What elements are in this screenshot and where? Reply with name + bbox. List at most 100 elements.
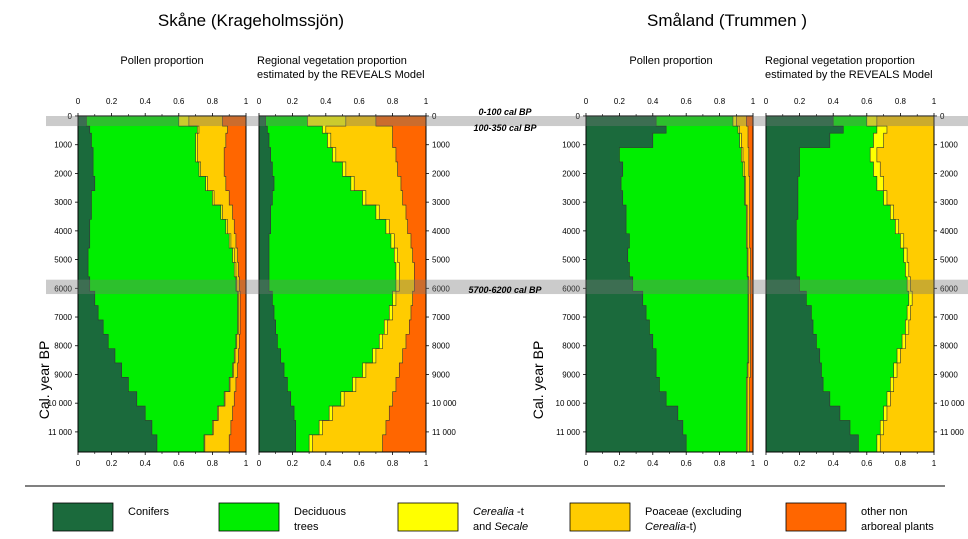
ytick-skane-label: 8000 bbox=[432, 342, 450, 351]
bar-cerealia-t-and-secale-p3-4100 bbox=[746, 233, 748, 249]
bar-poaceae-excluding-cerealia-t--p4-10600 bbox=[883, 420, 934, 435]
bar-cerealia-t-and-secale-p4-5600 bbox=[907, 276, 911, 292]
bar-other-non-arboreal-plants-p1-4100 bbox=[235, 233, 246, 249]
bar-poaceae-excluding-cerealia-t--p3-0 bbox=[736, 116, 747, 127]
panel-3: 000.20.20.40.40.60.60.80.811010002000300… bbox=[556, 97, 756, 468]
panel-1: 000.20.20.40.40.60.60.80.811010002000300… bbox=[48, 97, 249, 468]
bar-other-non-arboreal-plants-p3-3600 bbox=[749, 219, 753, 234]
bar-other-non-arboreal-plants-p2-9600 bbox=[392, 391, 426, 407]
bar-deciduous-trees-p2-5100 bbox=[269, 262, 396, 277]
bar-deciduous-trees-p3-7100 bbox=[649, 319, 748, 335]
bar-cerealia-t-and-secale-p1-10100 bbox=[217, 406, 219, 421]
bar-poaceae-excluding-cerealia-t--p3-3100 bbox=[747, 205, 750, 220]
boundary-line-p1-4 bbox=[222, 116, 241, 452]
bar-conifers-p3-10100 bbox=[586, 406, 678, 421]
bar-other-non-arboreal-plants-p2-11100 bbox=[382, 434, 426, 452]
bar-other-non-arboreal-plants-p2-2600 bbox=[402, 190, 426, 206]
bar-conifers-p1-5600 bbox=[78, 276, 90, 292]
bar-cerealia-t-and-secale-p4-2100 bbox=[876, 176, 884, 191]
bar-cerealia-t-and-secale-p4-6100 bbox=[908, 291, 913, 306]
bar-conifers-p2-5100 bbox=[259, 262, 270, 277]
xtick-label-top: 1 bbox=[244, 97, 249, 106]
bar-other-non-arboreal-plants-p1-7100 bbox=[240, 319, 246, 335]
boundary-line-p4-2 bbox=[866, 116, 910, 452]
bar-cerealia-t-and-secale-p1-7100 bbox=[237, 319, 239, 335]
bar-poaceae-excluding-cerealia-t--p4-350 bbox=[886, 126, 934, 134]
legend-label-deciduous-line2: trees bbox=[294, 521, 319, 533]
bar-poaceae-excluding-cerealia-t--p1-6100 bbox=[238, 291, 241, 306]
xtick-label-top: 1 bbox=[932, 97, 937, 106]
bar-deciduous-trees-p2-11100 bbox=[295, 434, 310, 452]
bar-conifers-p3-9600 bbox=[586, 391, 667, 407]
bar-deciduous-trees-p1-8600 bbox=[121, 362, 233, 378]
bar-poaceae-excluding-cerealia-t--p1-9100 bbox=[230, 377, 236, 392]
bar-conifers-p3-7600 bbox=[586, 334, 653, 349]
ytick-smaland-label: 5000 bbox=[940, 256, 958, 265]
xtick-label-top: 0.8 bbox=[714, 97, 726, 106]
bar-deciduous-trees-p2-600 bbox=[269, 133, 328, 148]
bar-conifers-p1-2100 bbox=[78, 176, 95, 191]
bar-poaceae-excluding-cerealia-t--p2-2100 bbox=[354, 176, 401, 191]
ytick-smaland-label: 2000 bbox=[940, 169, 958, 178]
bar-other-non-arboreal-plants-p1-8100 bbox=[238, 348, 246, 363]
bar-deciduous-trees-p2-2100 bbox=[274, 176, 351, 191]
bar-other-non-arboreal-plants-p1-600 bbox=[225, 133, 246, 148]
y-axis-label-right: Cal. year BP bbox=[530, 341, 546, 420]
bar-deciduous-trees-p3-7600 bbox=[652, 334, 748, 349]
bar-conifers-p4-600 bbox=[766, 133, 830, 148]
ytick-skane-label: 9000 bbox=[432, 370, 450, 379]
bar-poaceae-excluding-cerealia-t--p1-2600 bbox=[214, 190, 230, 206]
bar-poaceae-excluding-cerealia-t--p2-5600 bbox=[399, 276, 415, 292]
bar-other-non-arboreal-plants-p3-6100 bbox=[750, 291, 753, 306]
bar-cerealia-t-and-secale-p2-0 bbox=[307, 116, 346, 127]
bar-poaceae-excluding-cerealia-t--p3-10600 bbox=[747, 420, 750, 435]
ytick-smaland-left-label: 5000 bbox=[562, 256, 580, 265]
bar-conifers-p4-2600 bbox=[766, 190, 798, 206]
bar-cerealia-t-and-secale-p4-1600 bbox=[873, 161, 881, 177]
bar-other-non-arboreal-plants-p3-5100 bbox=[750, 262, 753, 277]
ytick-smaland-left-label: 4000 bbox=[562, 227, 580, 236]
bar-conifers-p3-11100 bbox=[586, 434, 687, 452]
bar-cerealia-t-and-secale-p2-1600 bbox=[342, 161, 346, 177]
bar-poaceae-excluding-cerealia-t--p2-1600 bbox=[345, 161, 398, 177]
bar-poaceae-excluding-cerealia-t--p2-600 bbox=[330, 133, 393, 148]
boundary-line-p2-4 bbox=[375, 116, 415, 452]
bar-deciduous-trees-p1-11100 bbox=[156, 434, 204, 452]
bar-other-non-arboreal-plants-p1-10600 bbox=[230, 420, 246, 435]
bar-poaceae-excluding-cerealia-t--p2-11100 bbox=[312, 434, 383, 452]
bar-cerealia-t-and-secale-p3-1600 bbox=[742, 161, 745, 177]
bar-conifers-p3-6100 bbox=[586, 291, 643, 306]
bar-cerealia-t-and-secale-p3-7100 bbox=[747, 319, 749, 335]
bar-cerealia-t-and-secale-p2-11100 bbox=[309, 434, 313, 452]
xtick-label-bottom: 0.8 bbox=[895, 459, 907, 468]
bar-conifers-p1-1100 bbox=[78, 147, 94, 162]
bar-conifers-p1-0 bbox=[78, 116, 87, 127]
bar-cerealia-t-and-secale-p3-9600 bbox=[746, 391, 748, 407]
bar-poaceae-excluding-cerealia-t--p2-10600 bbox=[322, 420, 386, 435]
legend-label-cerealia-line2: and Secale bbox=[473, 521, 528, 533]
bar-deciduous-trees-p3-350 bbox=[666, 126, 738, 134]
bar-conifers-p1-11100 bbox=[78, 434, 157, 452]
bar-conifers-p2-3600 bbox=[259, 219, 271, 234]
bar-deciduous-trees-p3-0 bbox=[656, 116, 733, 127]
bar-deciduous-trees-p4-7100 bbox=[813, 319, 906, 335]
bar-conifers-p2-10600 bbox=[259, 420, 296, 435]
bar-cerealia-t-and-secale-p4-600 bbox=[873, 133, 884, 148]
bar-deciduous-trees-p4-1600 bbox=[799, 161, 874, 177]
bar-poaceae-excluding-cerealia-t--p4-5100 bbox=[908, 262, 934, 277]
bar-deciduous-trees-p1-600 bbox=[91, 133, 196, 148]
bar-poaceae-excluding-cerealia-t--p1-350 bbox=[198, 126, 228, 134]
bar-conifers-p2-3100 bbox=[259, 205, 271, 220]
bar-other-non-arboreal-plants-p1-350 bbox=[227, 126, 246, 134]
ytick-left-label: 2000 bbox=[54, 169, 72, 178]
bar-cerealia-t-and-secale-p1-5100 bbox=[234, 262, 236, 277]
panel-4: 000.20.20.40.40.60.60.80.811010002000300… bbox=[764, 97, 965, 468]
bar-cerealia-t-and-secale-p2-8600 bbox=[362, 362, 366, 378]
bar-deciduous-trees-p1-0 bbox=[86, 116, 179, 127]
boundary-line-p1-3 bbox=[188, 116, 239, 452]
xtick-label-bottom: 0 bbox=[584, 459, 589, 468]
bar-deciduous-trees-p4-9100 bbox=[823, 377, 891, 392]
ytick-smaland-label: 7000 bbox=[940, 313, 958, 322]
bar-deciduous-trees-p2-350 bbox=[267, 126, 323, 134]
bar-deciduous-trees-p2-8100 bbox=[280, 348, 373, 363]
